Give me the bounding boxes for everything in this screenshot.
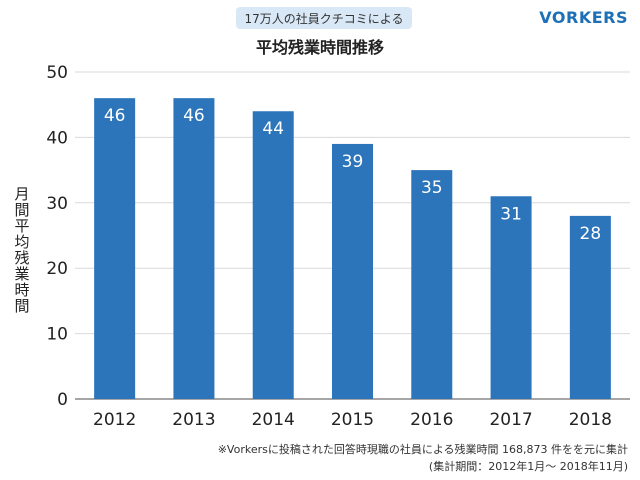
- bar-value-label: 46: [183, 106, 205, 126]
- bar-value-label: 44: [262, 119, 284, 139]
- y-tick-label: 40: [46, 128, 68, 148]
- y-tick-label: 0: [57, 390, 68, 410]
- x-tick-label: 2017: [489, 410, 532, 430]
- y-tick-label: 50: [46, 63, 68, 83]
- bar-2017: [490, 196, 532, 399]
- footnote-source: ※Vorkersに投稿された回答時現職の社員による残業時間 168,873 件を…: [217, 443, 628, 456]
- subtitle-badge: 17万人の社員クチコミによる: [236, 7, 412, 29]
- bar-2012: [94, 98, 136, 399]
- x-tick-label: 2015: [331, 410, 374, 430]
- bar-2018: [569, 215, 611, 399]
- bar-value-label: 31: [500, 204, 522, 224]
- x-tick-label: 2012: [93, 410, 136, 430]
- subtitle-badge-text: 17万人の社員クチコミによる: [244, 11, 404, 26]
- bar-value-label: 39: [342, 152, 364, 172]
- x-tick-label: 2013: [172, 410, 215, 430]
- y-tick-label: 20: [46, 259, 68, 279]
- x-tick-label: 2018: [569, 410, 612, 430]
- brand-logo: VORKERS: [539, 8, 628, 27]
- y-axis-label: 月間平均残業時間: [12, 186, 31, 314]
- bar-value-label: 46: [104, 106, 126, 126]
- chart-title: 平均残業時間推移: [255, 38, 384, 57]
- bar-2016: [411, 170, 453, 399]
- x-tick-label: 2014: [252, 410, 295, 430]
- y-tick-label: 10: [46, 325, 68, 345]
- bar-2015: [332, 143, 373, 399]
- bar-value-label: 35: [421, 178, 443, 198]
- bar-value-label: 28: [580, 224, 602, 244]
- brand-logo-text: VORKERS: [539, 8, 628, 27]
- bar-2013: [173, 98, 215, 399]
- x-tick-label: 2016: [410, 410, 453, 430]
- footnote-period: (集計期間：2012年1月〜 2018年11月): [428, 460, 628, 473]
- y-tick-label: 30: [46, 194, 68, 214]
- bar-2014: [252, 111, 294, 400]
